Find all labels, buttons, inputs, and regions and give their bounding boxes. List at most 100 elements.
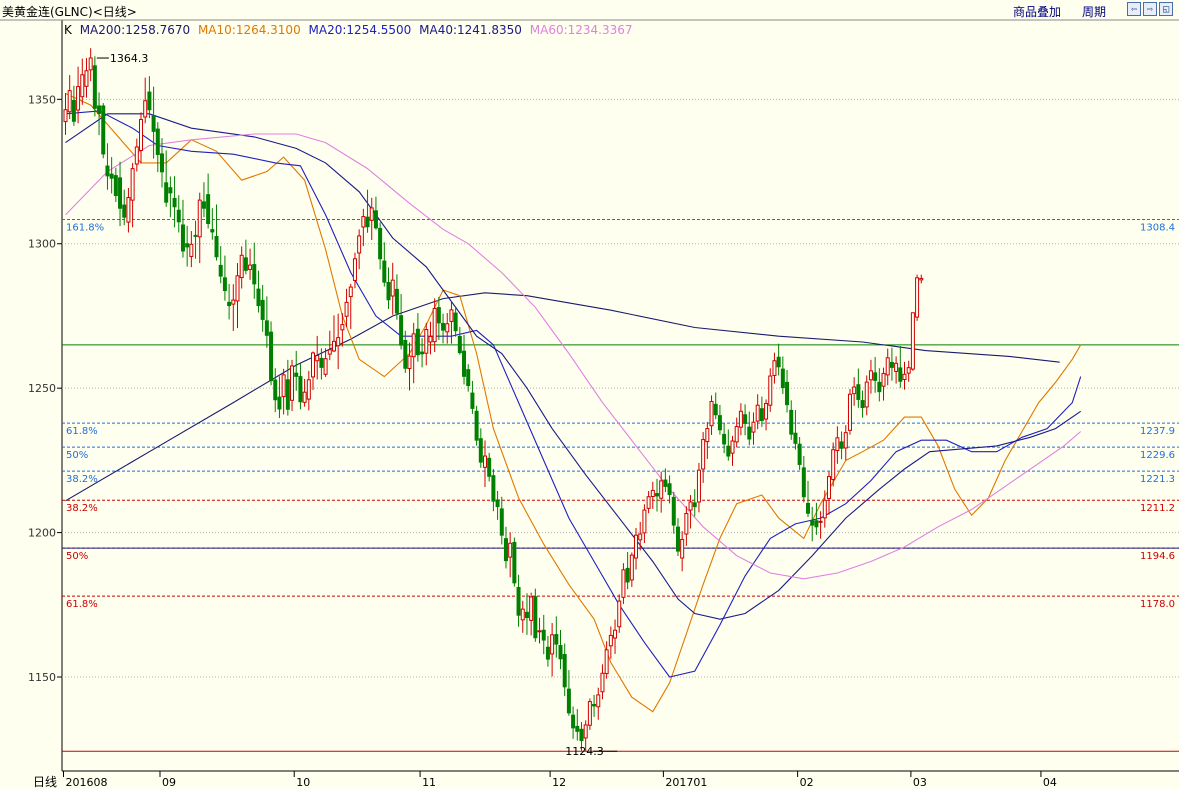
candle-up	[134, 146, 139, 165]
candle-down	[298, 376, 303, 403]
candle-down	[420, 351, 425, 355]
candle-down	[873, 372, 878, 381]
candle-up	[596, 694, 601, 708]
arrow-left-icon[interactable]: ⇦	[1127, 2, 1141, 16]
candle-down	[172, 197, 177, 208]
x-tick-label: 日线	[33, 775, 57, 789]
candle-up	[910, 312, 915, 370]
candle-up	[76, 86, 81, 111]
candle-up	[520, 608, 525, 621]
candle-down	[776, 356, 781, 368]
candle-up	[239, 254, 244, 279]
candle-down	[692, 502, 697, 508]
x-tick-label: 201608	[66, 776, 108, 789]
expand-icon[interactable]: ◱	[1159, 2, 1173, 16]
candle-up	[621, 569, 626, 598]
candle-up	[550, 634, 555, 655]
candle-down	[403, 340, 408, 369]
candle-down	[92, 65, 97, 109]
candle-up	[84, 70, 89, 87]
candle-up	[407, 355, 412, 370]
candle-down	[386, 281, 391, 301]
candle-up	[231, 299, 236, 305]
arrow-right-icon[interactable]: ⇨	[1143, 2, 1157, 16]
candle-up	[428, 335, 433, 343]
level-right-label: 1308.4	[1140, 222, 1175, 233]
candle-up	[650, 489, 655, 497]
candle-up	[311, 352, 316, 378]
candle-up	[357, 235, 362, 254]
candle-down	[147, 91, 152, 111]
x-tick-label: 10	[296, 776, 310, 789]
candle-down	[759, 408, 764, 422]
candle-up	[432, 307, 437, 343]
candle-down	[877, 381, 882, 393]
candle-up	[348, 286, 353, 298]
level-left-label: 50%	[66, 551, 88, 562]
candle-up	[361, 216, 366, 228]
candle-up	[445, 323, 450, 333]
candle-up	[701, 439, 706, 470]
x-tick-label: 03	[913, 776, 927, 789]
candle-down	[533, 596, 538, 639]
k-label: K	[64, 23, 72, 37]
candle-up	[508, 542, 513, 558]
candle-up	[688, 501, 693, 511]
candle-up	[696, 469, 701, 503]
candle-down	[453, 312, 458, 332]
candle-down	[185, 243, 190, 248]
period-button[interactable]: 周期	[1082, 5, 1107, 19]
candle-up	[197, 199, 202, 238]
candle-down	[554, 634, 559, 645]
ma-line-ma200	[65, 292, 1060, 502]
overlay-button[interactable]: 商品叠加	[1013, 5, 1062, 19]
candle-up	[189, 243, 194, 257]
candle-down	[474, 410, 479, 441]
candle-down	[218, 264, 223, 277]
candle-up	[772, 360, 777, 376]
candle-up	[537, 630, 542, 633]
candle-down	[789, 409, 794, 435]
candle-down	[814, 520, 819, 528]
candle-down	[675, 526, 680, 552]
candle-down	[378, 227, 383, 260]
candle-down	[118, 177, 123, 209]
candle-up	[613, 629, 618, 639]
level-right-label: 1194.6	[1140, 551, 1175, 562]
level-right-label: 1221.3	[1140, 474, 1175, 485]
candle-up	[885, 357, 890, 376]
candle-up	[302, 391, 307, 403]
candle-down	[713, 403, 718, 416]
level-left-label: 61.8%	[66, 426, 98, 437]
candle-down	[571, 714, 576, 729]
x-tick-label: 12	[552, 776, 566, 789]
candle-down	[101, 105, 106, 155]
candle-down	[722, 433, 727, 445]
candle-up	[915, 277, 920, 318]
x-tick-label: 11	[422, 776, 436, 789]
candle-down	[747, 426, 752, 440]
candle-down	[319, 357, 324, 368]
candle-up	[67, 90, 72, 113]
candle-up	[449, 309, 454, 322]
level-left-label: 50%	[66, 450, 88, 461]
candle-down	[491, 475, 496, 502]
ma-line-ma60	[65, 133, 1082, 580]
candle-up	[63, 109, 68, 123]
candle-down	[499, 508, 504, 536]
candle-down	[667, 483, 672, 495]
candle-down	[436, 307, 441, 324]
candle-up	[306, 379, 311, 400]
level-left-label: 61.8%	[66, 599, 98, 610]
candle-up	[646, 496, 651, 509]
candle-up	[852, 386, 857, 395]
candle-up	[818, 520, 823, 523]
candle-down	[256, 288, 261, 307]
candle-down	[164, 182, 169, 203]
ma-line-ma40	[65, 113, 1082, 620]
candle-down	[260, 299, 265, 320]
candle-up	[906, 367, 911, 374]
candle-down	[222, 277, 227, 292]
candle-down	[382, 260, 387, 283]
ma-legend: K MA200:1258.7670 MA10:1264.3100 MA20:12…	[64, 23, 637, 37]
